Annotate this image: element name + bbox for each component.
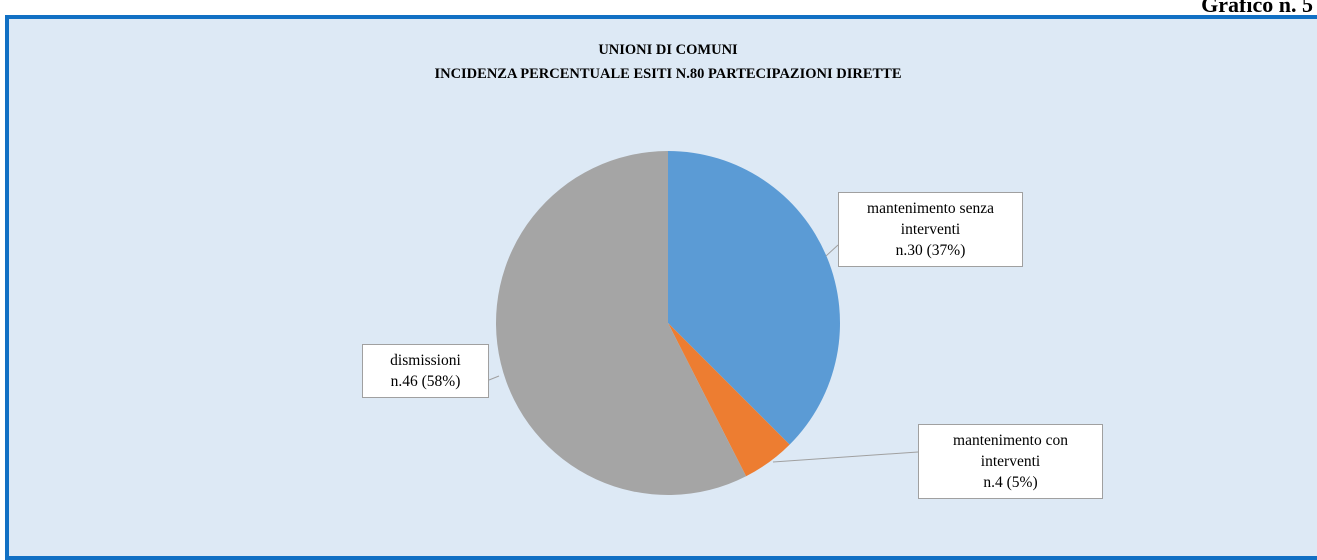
pie-slice xyxy=(668,323,790,477)
category-label: mantenimento senza interventi xyxy=(867,200,994,238)
page-label: Grafico n. 5 xyxy=(1201,0,1313,17)
chart: UNIONI DI COMUNI INCIDENZA PERCENTUALE E… xyxy=(434,42,919,495)
pie-slice xyxy=(495,151,747,495)
pie-slice xyxy=(668,151,840,445)
leader-line xyxy=(488,375,500,381)
data-label: mantenimento senza interventi n.30 (37%) xyxy=(838,192,1023,267)
value-label: n.46 (58%) xyxy=(390,373,461,390)
page: Grafico n. 5 UNIONI DI COMUNI INCIDENZA … xyxy=(5,0,1317,560)
chart-subtitle: INCIDENZA PERCENTUALE ESITI N.80 PARTECI… xyxy=(434,66,901,82)
category-label: mantenimento con interventi xyxy=(953,432,1068,470)
data-label: mantenimento con interventi n.4 (5%) xyxy=(918,424,1103,499)
chart-title: UNIONI DI COMUNI xyxy=(598,42,738,58)
value-label: n.30 (37%) xyxy=(895,242,966,259)
value-label: n.4 (5%) xyxy=(983,474,1038,491)
category-label: dismissioni xyxy=(390,352,461,369)
leader-line xyxy=(772,451,919,463)
data-label: dismissioni n.46 (58%) xyxy=(362,344,489,398)
leader-line xyxy=(825,244,839,257)
